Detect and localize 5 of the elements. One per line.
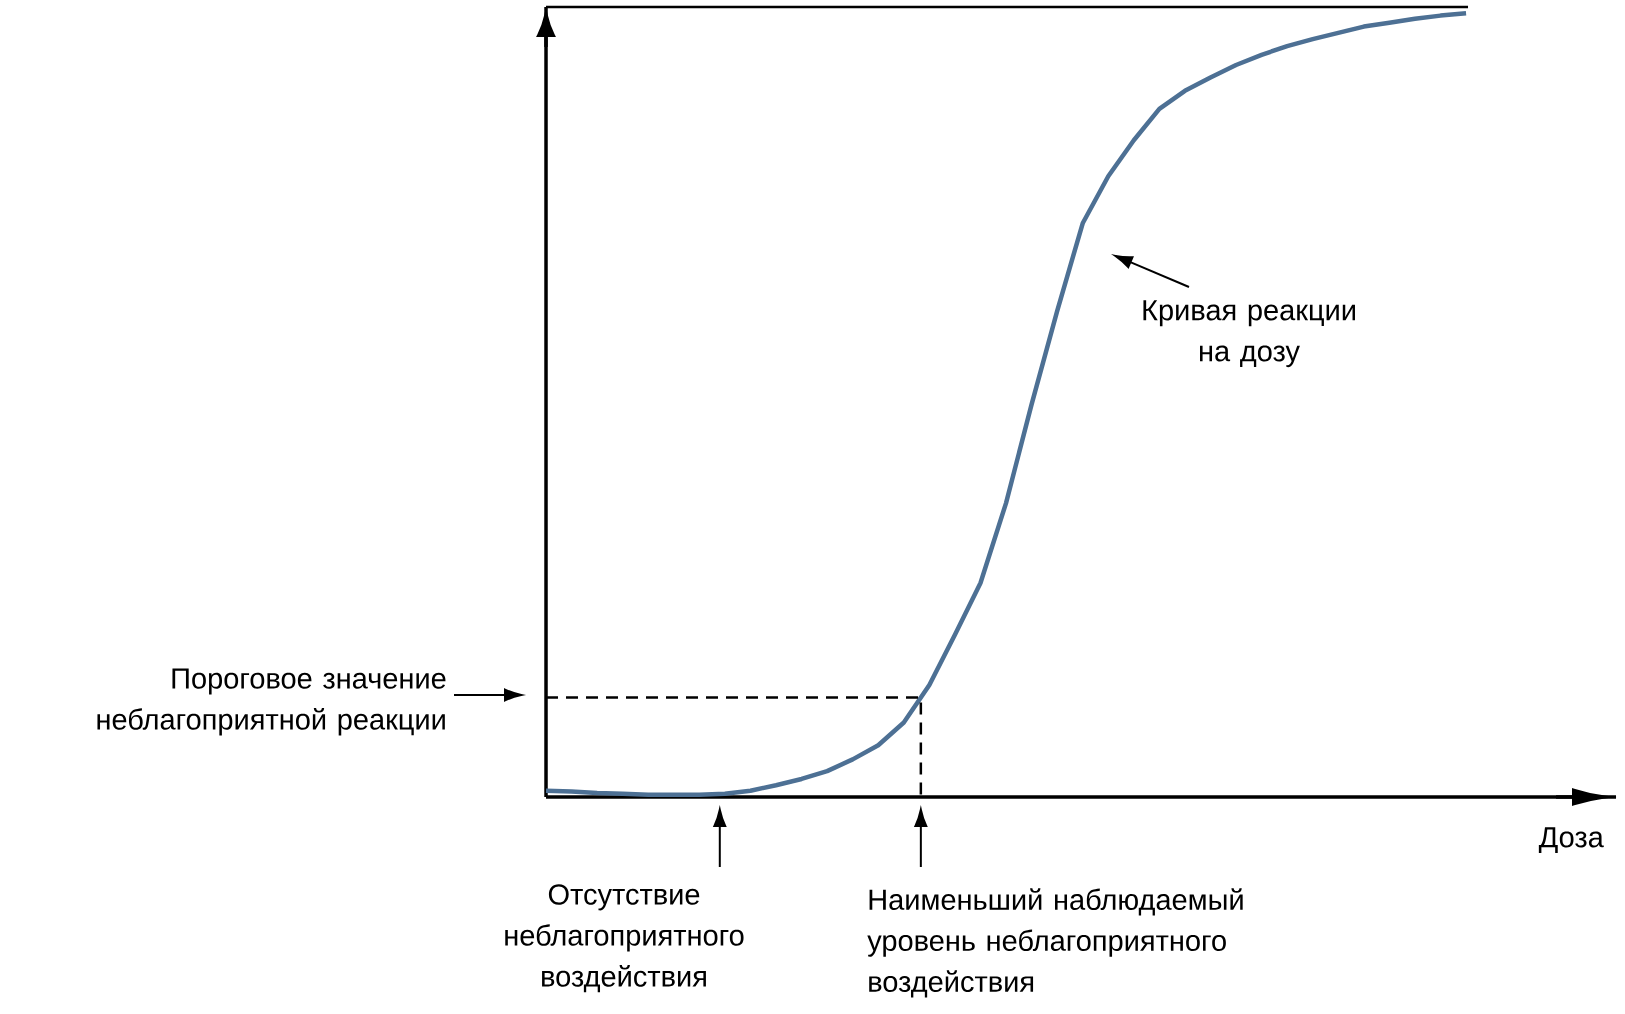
x-axis-title: Доза <box>1538 827 1604 853</box>
text: Наименьший наблюдаемый уровень неблагоприятного воздействия <box>867 888 1243 998</box>
text: Отсутствие неблагоприятного воздействия <box>505 884 744 993</box>
annotation: Кривая реакции на дозу <box>1143 300 1355 368</box>
ref-line-label: Пороговое значение неблагоприятной реакции <box>97 668 446 736</box>
